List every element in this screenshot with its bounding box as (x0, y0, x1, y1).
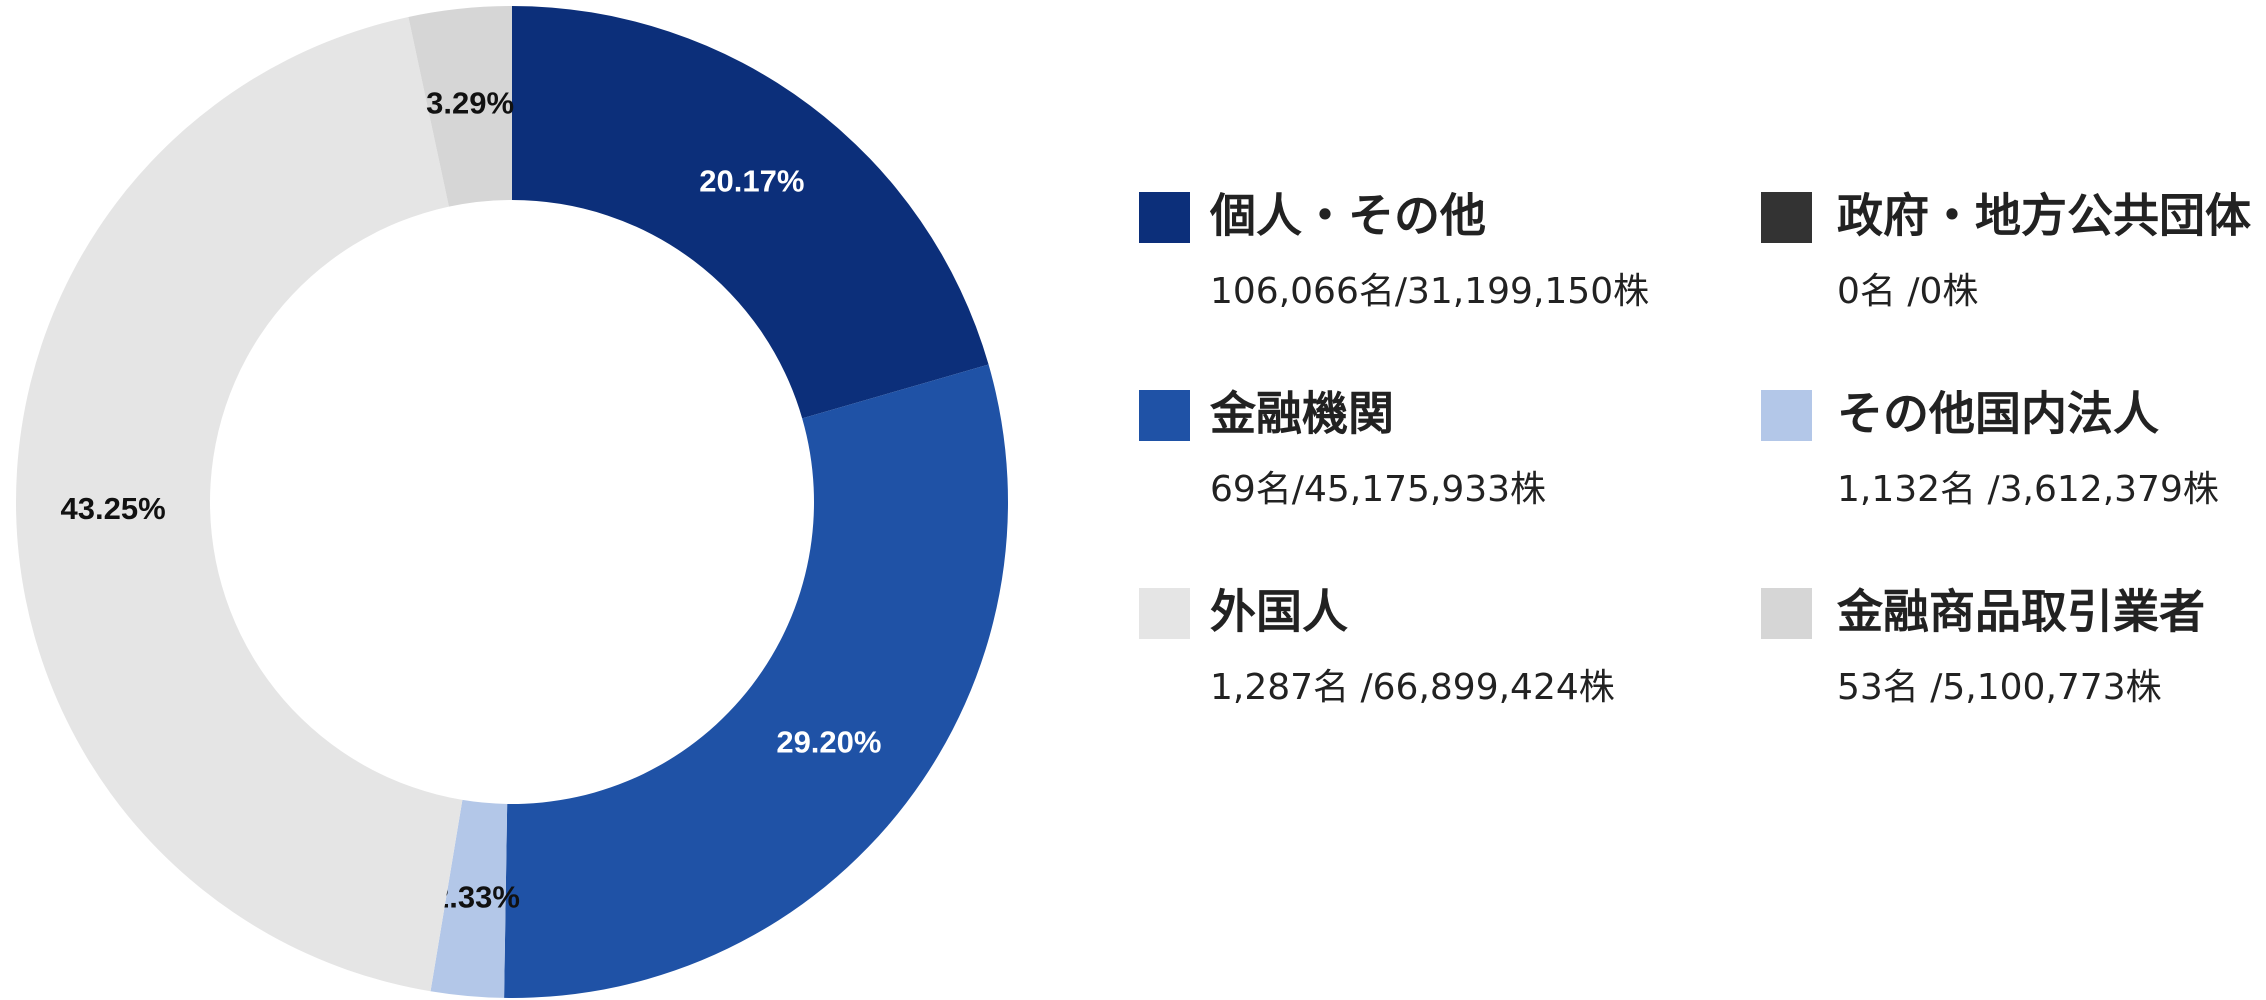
legend-label: 金融機関 (1209, 387, 1394, 441)
data-label: 3.29% (426, 85, 514, 120)
legend-label: 政府・地方公共団体 (1837, 189, 2251, 243)
legend-label: 個人・その他 (1209, 189, 1486, 243)
legend-detail: 0名 /0株 (1837, 271, 1978, 312)
donut-slice (408, 6, 512, 207)
donut-slice (504, 364, 1009, 998)
donut-slice (430, 799, 508, 998)
legend-label: その他国内法人 (1837, 387, 2159, 441)
legend-label: 金融商品取引業者 (1836, 585, 2205, 639)
legend-swatch (1761, 588, 1812, 639)
legend-detail: 69名/45,175,933株 (1210, 469, 1546, 510)
data-label: 43.25% (61, 491, 166, 526)
data-label: 29.20% (776, 725, 881, 760)
legend-swatch (1761, 390, 1812, 441)
data-label: 20.17% (699, 163, 804, 198)
legend-swatch (1139, 192, 1190, 243)
legend-swatch (1139, 588, 1190, 639)
legend-detail: 1,287名 /66,899,424株 (1210, 667, 1615, 708)
legend-detail: 106,066名/31,199,150株 (1210, 271, 1649, 312)
legend-label: 外国人 (1210, 585, 1348, 639)
donut-slice (16, 16, 463, 992)
legend-swatch (1761, 192, 1812, 243)
legend-detail: 1,132名 /3,612,379株 (1837, 469, 2219, 510)
donut-slice (512, 6, 989, 419)
legend-swatch (1139, 390, 1190, 441)
legend-detail: 53名 /5,100,773株 (1837, 667, 2162, 708)
